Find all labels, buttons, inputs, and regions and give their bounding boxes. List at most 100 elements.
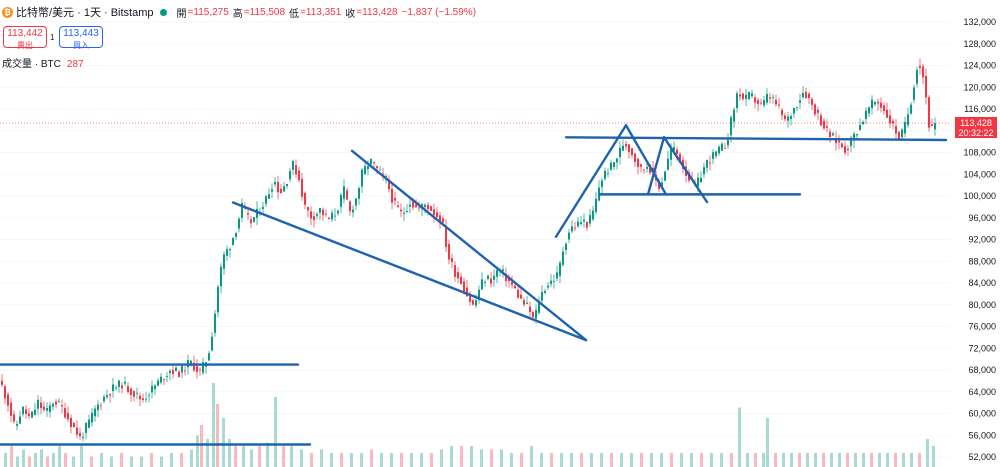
y-tick-label: 100,000 <box>963 191 996 201</box>
volume-bar <box>34 453 37 467</box>
candle <box>715 151 717 159</box>
candle-body <box>832 133 834 136</box>
y-tick-label: 68,000 <box>968 365 996 375</box>
candle <box>817 106 819 121</box>
candle <box>208 350 210 362</box>
candle <box>619 141 621 165</box>
candle <box>403 207 405 222</box>
buy-button[interactable]: 113,443 買入 <box>59 26 103 50</box>
candle <box>565 242 567 255</box>
candle-body <box>712 152 714 159</box>
candle-body <box>238 218 240 229</box>
candle-body <box>520 294 522 299</box>
volume-bar <box>902 453 905 467</box>
volume-bar <box>830 453 833 467</box>
candle-body <box>769 97 771 99</box>
candle <box>169 369 171 381</box>
candle <box>703 162 705 179</box>
candle <box>178 369 180 378</box>
candle <box>931 118 933 127</box>
last-price-tag: 113,428 20:32:22 <box>955 117 997 138</box>
volume-bar <box>620 453 623 467</box>
price-axis[interactable]: 132,000128,000124,000120,000116,000112,0… <box>963 17 996 462</box>
candle-body <box>127 386 129 392</box>
candle <box>664 170 666 182</box>
candle-body <box>169 370 171 374</box>
sell-button[interactable]: 113,442 賣出 <box>3 26 47 50</box>
candle <box>154 383 156 395</box>
candle <box>319 207 321 220</box>
candle <box>100 402 102 411</box>
candle <box>295 159 297 178</box>
volume-bar <box>440 449 443 467</box>
y-tick-label: 120,000 <box>963 82 996 92</box>
candle-body <box>508 277 510 282</box>
volume-bar <box>266 442 269 467</box>
candle-body <box>388 179 390 190</box>
candle <box>151 380 153 399</box>
candle-body <box>784 115 786 120</box>
volume-bar <box>640 453 643 467</box>
candle-body <box>778 104 780 106</box>
open-label: 開 <box>176 8 187 20</box>
candle-body <box>886 109 888 118</box>
candle <box>802 86 804 100</box>
volume-bar <box>4 453 7 467</box>
candle-body <box>376 166 378 169</box>
volume-bar <box>80 446 83 467</box>
high-value: =115,508 <box>243 6 286 18</box>
candle <box>613 161 615 171</box>
candle-body <box>322 209 324 216</box>
symbol-title[interactable]: 比特幣/美元 · 1天 · Bitstamp <box>16 7 154 19</box>
candle-body <box>286 183 288 187</box>
candle-body <box>10 402 12 416</box>
candle-body <box>475 300 477 306</box>
candle <box>163 378 165 386</box>
candle <box>478 285 480 304</box>
candle-body <box>358 188 360 199</box>
candle <box>97 400 99 418</box>
candle <box>325 209 327 217</box>
volume-bar <box>590 453 593 467</box>
candle-body <box>724 147 726 149</box>
candle-body <box>25 409 27 415</box>
candle-body <box>670 148 672 160</box>
candle <box>841 142 843 149</box>
candle <box>214 309 216 337</box>
candle-body <box>739 94 741 97</box>
candle <box>889 109 891 129</box>
candle-body <box>283 186 285 192</box>
candle-body <box>835 138 837 144</box>
candle <box>541 285 543 306</box>
volume-bar <box>410 453 413 467</box>
candle-body <box>7 394 9 406</box>
candle <box>172 364 174 379</box>
candle-body <box>865 110 867 119</box>
candle <box>598 180 600 202</box>
candle-body <box>370 158 372 165</box>
volume-bar <box>206 439 209 467</box>
candle <box>37 395 39 416</box>
candle-body <box>226 249 228 256</box>
close-value: =113,428 <box>356 6 398 18</box>
candle-body <box>880 102 882 108</box>
volume-bar <box>600 453 603 467</box>
volume-bar <box>242 446 245 467</box>
candle <box>592 205 594 222</box>
candle-body <box>160 376 162 383</box>
candle-body <box>787 116 789 121</box>
candle-body <box>526 302 528 304</box>
volume-bar <box>774 453 777 467</box>
candle-body <box>316 213 318 216</box>
candle <box>862 120 864 125</box>
candle <box>745 88 747 107</box>
candle-body <box>742 93 744 99</box>
candle-body <box>523 300 525 305</box>
candle <box>487 274 489 281</box>
candle-body <box>907 114 909 126</box>
candle <box>886 102 888 118</box>
candle <box>622 139 624 152</box>
candle <box>724 142 726 149</box>
candle <box>91 408 93 427</box>
